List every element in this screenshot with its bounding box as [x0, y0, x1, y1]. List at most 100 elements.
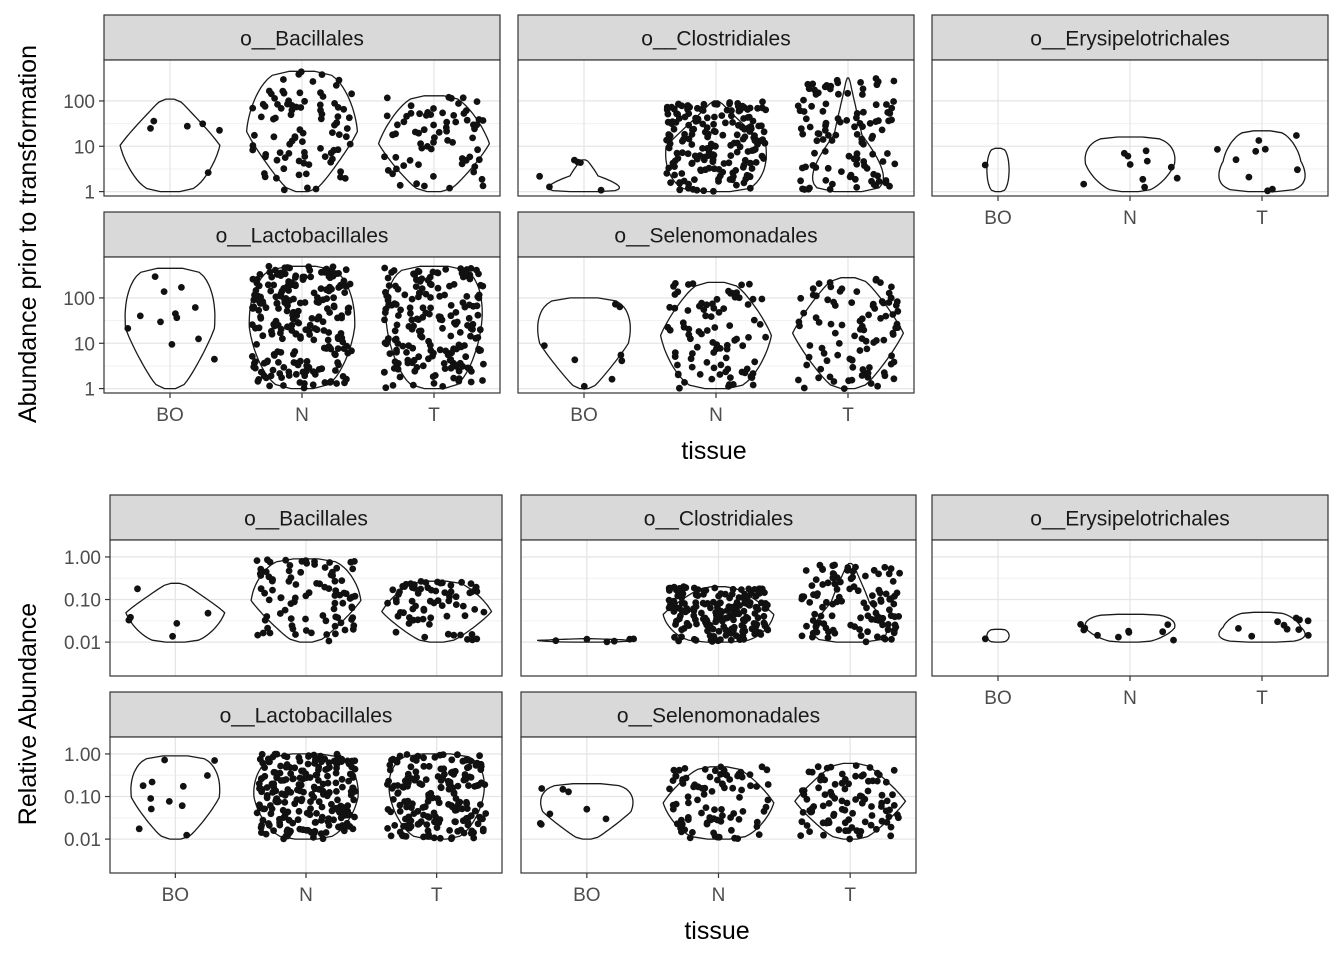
- data-point: [317, 145, 324, 152]
- data-point: [409, 616, 417, 624]
- data-point: [448, 834, 456, 842]
- data-point: [386, 766, 394, 774]
- data-point: [864, 628, 871, 636]
- data-point: [332, 82, 340, 89]
- data-point: [165, 798, 173, 805]
- data-point: [290, 775, 297, 782]
- data-point: [886, 606, 893, 614]
- data-point: [272, 769, 279, 776]
- data-point: [427, 145, 435, 153]
- data-point: [446, 184, 453, 192]
- data-point: [729, 784, 737, 792]
- data-point: [686, 834, 694, 842]
- data-point: [278, 374, 285, 381]
- data-point: [394, 365, 402, 373]
- data-point: [335, 131, 343, 139]
- data-point: [319, 612, 327, 619]
- data-point: [838, 321, 846, 329]
- data-point: [1139, 175, 1147, 183]
- data-point: [480, 360, 487, 368]
- data-point: [716, 599, 723, 607]
- data-point: [824, 164, 832, 172]
- facet-strip-label: o__Erysipelotrichales: [1030, 508, 1230, 531]
- data-point: [752, 159, 760, 166]
- data-point: [273, 271, 281, 278]
- data-point: [407, 310, 414, 317]
- data-point: [270, 115, 277, 123]
- data-point: [1292, 614, 1300, 622]
- violin: [245, 70, 359, 193]
- data-point: [738, 123, 746, 131]
- data-point: [313, 580, 320, 587]
- data-point: [291, 764, 299, 772]
- data-point: [281, 798, 289, 806]
- data-point: [420, 811, 427, 819]
- violin: [124, 267, 216, 390]
- data-point: [415, 161, 422, 169]
- data-point: [450, 374, 458, 382]
- data-point: [345, 114, 353, 122]
- data-point: [1164, 621, 1172, 628]
- data-point: [384, 825, 391, 832]
- data-point: [432, 587, 440, 595]
- data-point: [391, 327, 399, 335]
- data-point: [829, 562, 837, 570]
- data-point: [580, 382, 588, 390]
- data-point: [843, 117, 851, 124]
- data-point: [814, 89, 822, 97]
- data-point: [400, 609, 407, 617]
- data-point: [711, 584, 719, 592]
- data-point: [333, 750, 341, 758]
- data-point: [856, 347, 864, 354]
- data-point: [888, 352, 895, 360]
- data-point: [814, 763, 822, 771]
- data-point: [826, 373, 834, 381]
- data-point: [746, 104, 754, 112]
- data-point: [412, 768, 420, 776]
- data-point: [272, 795, 280, 803]
- data-point: [382, 305, 390, 313]
- data-point: [806, 123, 814, 131]
- data-point: [339, 599, 347, 607]
- data-point: [280, 776, 288, 784]
- data-point: [877, 598, 885, 605]
- data-point: [311, 558, 318, 565]
- violin: [986, 147, 1010, 193]
- data-point: [806, 599, 814, 606]
- data-point: [710, 349, 718, 356]
- data-point: [310, 834, 317, 841]
- x-tick-label: BO: [162, 885, 189, 906]
- data-point: [291, 800, 299, 808]
- data-point: [255, 780, 263, 787]
- data-point: [309, 368, 317, 375]
- data-point: [459, 94, 467, 102]
- data-point: [425, 762, 433, 770]
- x-tick-label: BO: [984, 208, 1011, 229]
- data-point: [751, 610, 759, 617]
- data-point: [703, 616, 710, 624]
- data-point: [450, 281, 458, 288]
- data-point: [862, 572, 869, 580]
- data-point: [287, 574, 295, 582]
- data-point: [702, 587, 710, 594]
- data-point: [343, 375, 350, 383]
- data-point: [673, 149, 681, 157]
- data-point: [1295, 626, 1303, 633]
- data-point: [306, 331, 313, 338]
- data-point: [414, 807, 422, 815]
- data-point: [1235, 625, 1242, 632]
- data-point: [397, 306, 404, 314]
- data-point: [259, 629, 267, 637]
- data-point: [463, 798, 470, 806]
- data-point: [750, 620, 758, 627]
- data-point: [884, 621, 892, 628]
- y-axis-title: Relative Abundance: [14, 603, 42, 825]
- data-point: [305, 161, 313, 169]
- data-point: [452, 818, 459, 826]
- data-point: [858, 335, 866, 342]
- data-point: [583, 805, 591, 813]
- data-point: [458, 160, 466, 168]
- data-point: [326, 274, 334, 282]
- data-point: [734, 835, 742, 842]
- data-point: [800, 593, 808, 601]
